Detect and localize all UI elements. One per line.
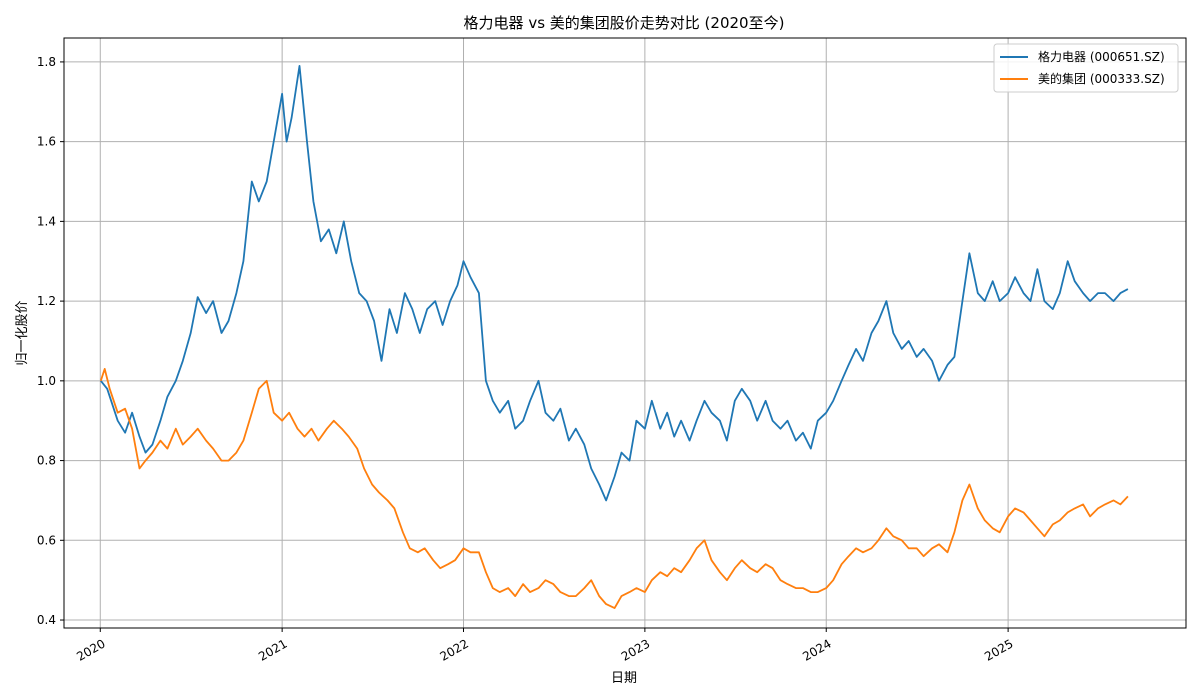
y-tick-label: 0.6 — [37, 533, 56, 547]
y-tick-label: 1.2 — [37, 294, 56, 308]
y-axis-ticks: 0.4 0.6 0.8 1.0 1.2 1.4 1.6 1.8 — [37, 55, 64, 627]
y-tick-label: 0.4 — [37, 613, 56, 627]
legend-box — [993, 43, 1179, 93]
y-tick-label: 1.4 — [37, 214, 56, 228]
y-axis-title: 归一化股价 — [15, 300, 30, 365]
y-tick-label: 1.0 — [37, 374, 56, 388]
grid-lines — [64, 38, 1186, 628]
series-line-midea — [99, 368, 1129, 609]
y-tick-label: 1.6 — [37, 135, 56, 149]
series-lines — [99, 65, 1129, 609]
series-line-gree — [100, 65, 1129, 502]
chart-title: 格力电器 vs 美的集团股价走势对比 (2020至今) — [464, 14, 785, 32]
legend-label-gree: 格力电器 (000651.SZ) — [1038, 49, 1165, 64]
legend-label-midea: 美的集团 (000333.SZ) — [1038, 71, 1165, 86]
y-tick-label: 1.8 — [37, 55, 56, 69]
legend: 格力电器 (000651.SZ) 美的集团 (000333.SZ) — [993, 43, 1179, 93]
x-axis-title: 日期 — [611, 671, 637, 686]
plot-area-border — [63, 37, 1187, 629]
y-tick-label: 0.8 — [37, 454, 56, 468]
